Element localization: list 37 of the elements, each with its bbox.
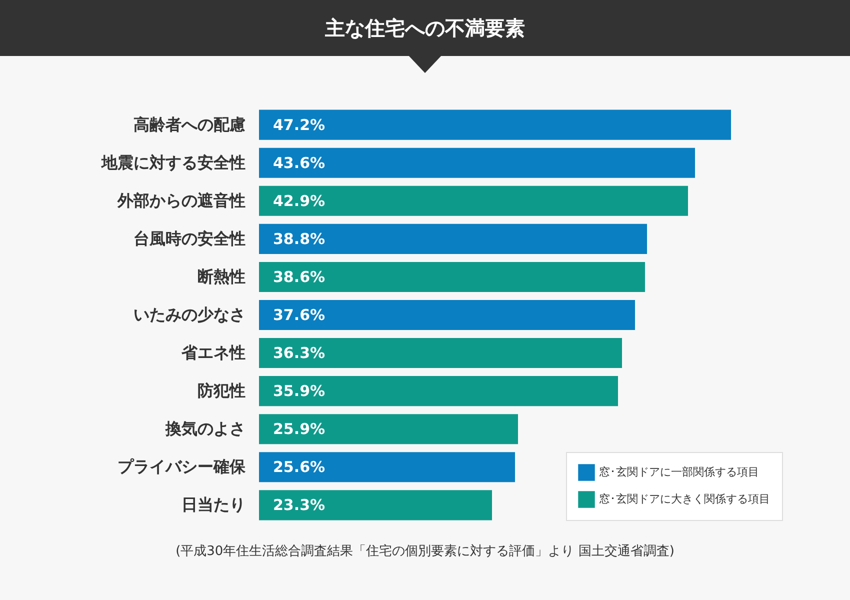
- data-label: 37.6%: [273, 306, 326, 324]
- data-label: 42.9%: [273, 192, 326, 210]
- data-label: 38.6%: [273, 268, 326, 286]
- y-tick-label: 換気のよさ: [164, 419, 246, 438]
- bar: [259, 414, 518, 444]
- data-label: 25.6%: [273, 458, 326, 476]
- y-tick-label: いたみの少なさ: [134, 305, 246, 324]
- data-label: 23.3%: [273, 496, 326, 514]
- bar: [259, 490, 492, 520]
- y-tick-label: 省エネ性: [180, 343, 246, 362]
- bar: [259, 338, 622, 368]
- data-label: 36.3%: [273, 344, 326, 362]
- bar: [259, 148, 695, 178]
- data-label: 25.9%: [273, 420, 326, 438]
- bar: [259, 186, 688, 216]
- text: (平成30年住生活総合調査結果「住宅の個別要素に対する評価」より 国土交通省調査): [174, 543, 676, 560]
- y-tick-label: 外部からの遮音性: [116, 190, 246, 210]
- bar: [259, 300, 635, 330]
- chart-title: 主な住宅への不満要素: [0, 0, 850, 56]
- bar: [259, 376, 618, 406]
- data-label: 35.9%: [273, 382, 326, 400]
- y-tick-label: 地震に対する安全性: [100, 152, 246, 172]
- bar: [259, 110, 731, 140]
- data-label: 47.2%: [273, 116, 326, 134]
- y-tick-label: 断熱性: [198, 266, 246, 286]
- bar: [259, 452, 515, 482]
- y-tick-label: 台風時の安全性: [134, 228, 246, 248]
- bar: [259, 262, 645, 292]
- y-tick-label: 高齢者への配慮: [134, 114, 246, 134]
- legend-label: 窓･玄関ドアに大きく関係する項目: [599, 492, 770, 506]
- data-label: 43.6%: [273, 154, 326, 172]
- data-label: 38.8%: [273, 230, 326, 248]
- y-tick-label: 日当たり: [182, 495, 246, 514]
- bar: [259, 224, 647, 254]
- y-tick-label: 防犯性: [198, 381, 246, 400]
- y-tick-label: プライバシー確保: [118, 457, 246, 476]
- legend-label: 窓･玄関ドアに一部関係する項目: [599, 466, 759, 478]
